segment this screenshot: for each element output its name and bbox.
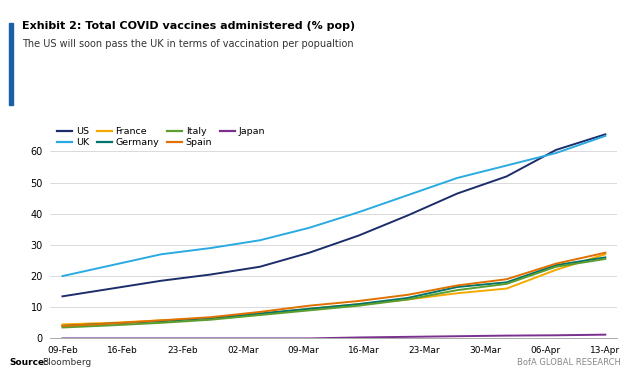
UK <box>602 133 609 138</box>
Germany <box>454 285 461 289</box>
US <box>553 148 560 152</box>
France <box>454 291 461 296</box>
Germany <box>108 321 115 326</box>
UK <box>108 263 115 267</box>
Japan <box>306 336 313 341</box>
US <box>355 233 362 238</box>
France <box>256 312 263 316</box>
France <box>404 297 412 302</box>
UK <box>59 274 66 278</box>
Japan <box>158 336 165 341</box>
Italy <box>59 325 66 330</box>
Italy <box>602 257 609 261</box>
Japan <box>602 332 609 337</box>
Line: US: US <box>62 134 605 296</box>
Japan <box>108 336 115 341</box>
Germany <box>59 324 66 328</box>
Italy <box>256 313 263 317</box>
France <box>158 318 165 323</box>
France <box>503 286 510 291</box>
Italy <box>404 297 412 302</box>
Italy <box>503 282 510 286</box>
Japan <box>256 336 263 341</box>
US <box>404 213 412 218</box>
Germany <box>602 255 609 260</box>
UK <box>355 210 362 214</box>
Spain <box>355 299 362 303</box>
US <box>207 272 214 277</box>
Line: Spain: Spain <box>62 253 605 326</box>
Spain <box>404 293 412 297</box>
UK <box>454 176 461 180</box>
Spain <box>108 321 115 326</box>
Spain <box>158 318 165 323</box>
France <box>207 316 214 320</box>
Germany <box>306 306 313 311</box>
Germany <box>207 316 214 320</box>
US <box>602 132 609 136</box>
US <box>503 174 510 179</box>
Spain <box>503 277 510 282</box>
UK <box>404 193 412 197</box>
Germany <box>404 296 412 300</box>
Italy <box>306 308 313 312</box>
Legend: US, UK, France, Germany, Italy, Spain, Japan: US, UK, France, Germany, Italy, Spain, J… <box>55 125 267 149</box>
UK <box>503 163 510 168</box>
US <box>454 191 461 196</box>
Spain <box>306 303 313 308</box>
US <box>158 279 165 283</box>
Line: Germany: Germany <box>62 258 605 326</box>
Italy <box>158 321 165 325</box>
US <box>59 294 66 299</box>
Text: Source:: Source: <box>9 358 49 367</box>
Spain <box>553 261 560 266</box>
Italy <box>355 303 362 308</box>
Germany <box>355 302 362 306</box>
Text: Exhibit 2: Total COVID vaccines administered (% pop): Exhibit 2: Total COVID vaccines administ… <box>22 21 355 31</box>
Germany <box>503 280 510 285</box>
Text: Bloomberg: Bloomberg <box>42 358 91 367</box>
France <box>553 268 560 272</box>
France <box>355 302 362 306</box>
France <box>306 306 313 311</box>
US <box>108 286 115 291</box>
Italy <box>108 323 115 327</box>
Italy <box>454 288 461 293</box>
Italy <box>207 317 214 322</box>
Japan <box>404 335 412 339</box>
Japan <box>553 333 560 338</box>
Spain <box>59 324 66 328</box>
Germany <box>158 319 165 323</box>
Text: The US will soon pass the UK in terms of vaccination per popualtion: The US will soon pass the UK in terms of… <box>22 39 353 50</box>
France <box>59 322 66 327</box>
UK <box>207 246 214 250</box>
Germany <box>553 263 560 267</box>
UK <box>306 226 313 230</box>
Germany <box>256 311 263 316</box>
Italy <box>553 264 560 269</box>
Japan <box>59 336 66 341</box>
Spain <box>602 250 609 255</box>
Line: Italy: Italy <box>62 259 605 327</box>
Japan <box>207 336 214 341</box>
Line: Japan: Japan <box>62 335 605 338</box>
Spain <box>256 310 263 314</box>
Japan <box>503 334 510 338</box>
UK <box>256 238 263 243</box>
Spain <box>207 315 214 320</box>
Japan <box>454 334 461 338</box>
Japan <box>355 335 362 340</box>
UK <box>158 252 165 256</box>
Text: BofA GLOBAL RESEARCH: BofA GLOBAL RESEARCH <box>517 358 621 367</box>
France <box>602 252 609 256</box>
US <box>306 250 313 255</box>
Spain <box>454 283 461 288</box>
US <box>256 264 263 269</box>
France <box>108 321 115 325</box>
Line: UK: UK <box>62 136 605 276</box>
UK <box>553 151 560 155</box>
Line: France: France <box>62 254 605 324</box>
